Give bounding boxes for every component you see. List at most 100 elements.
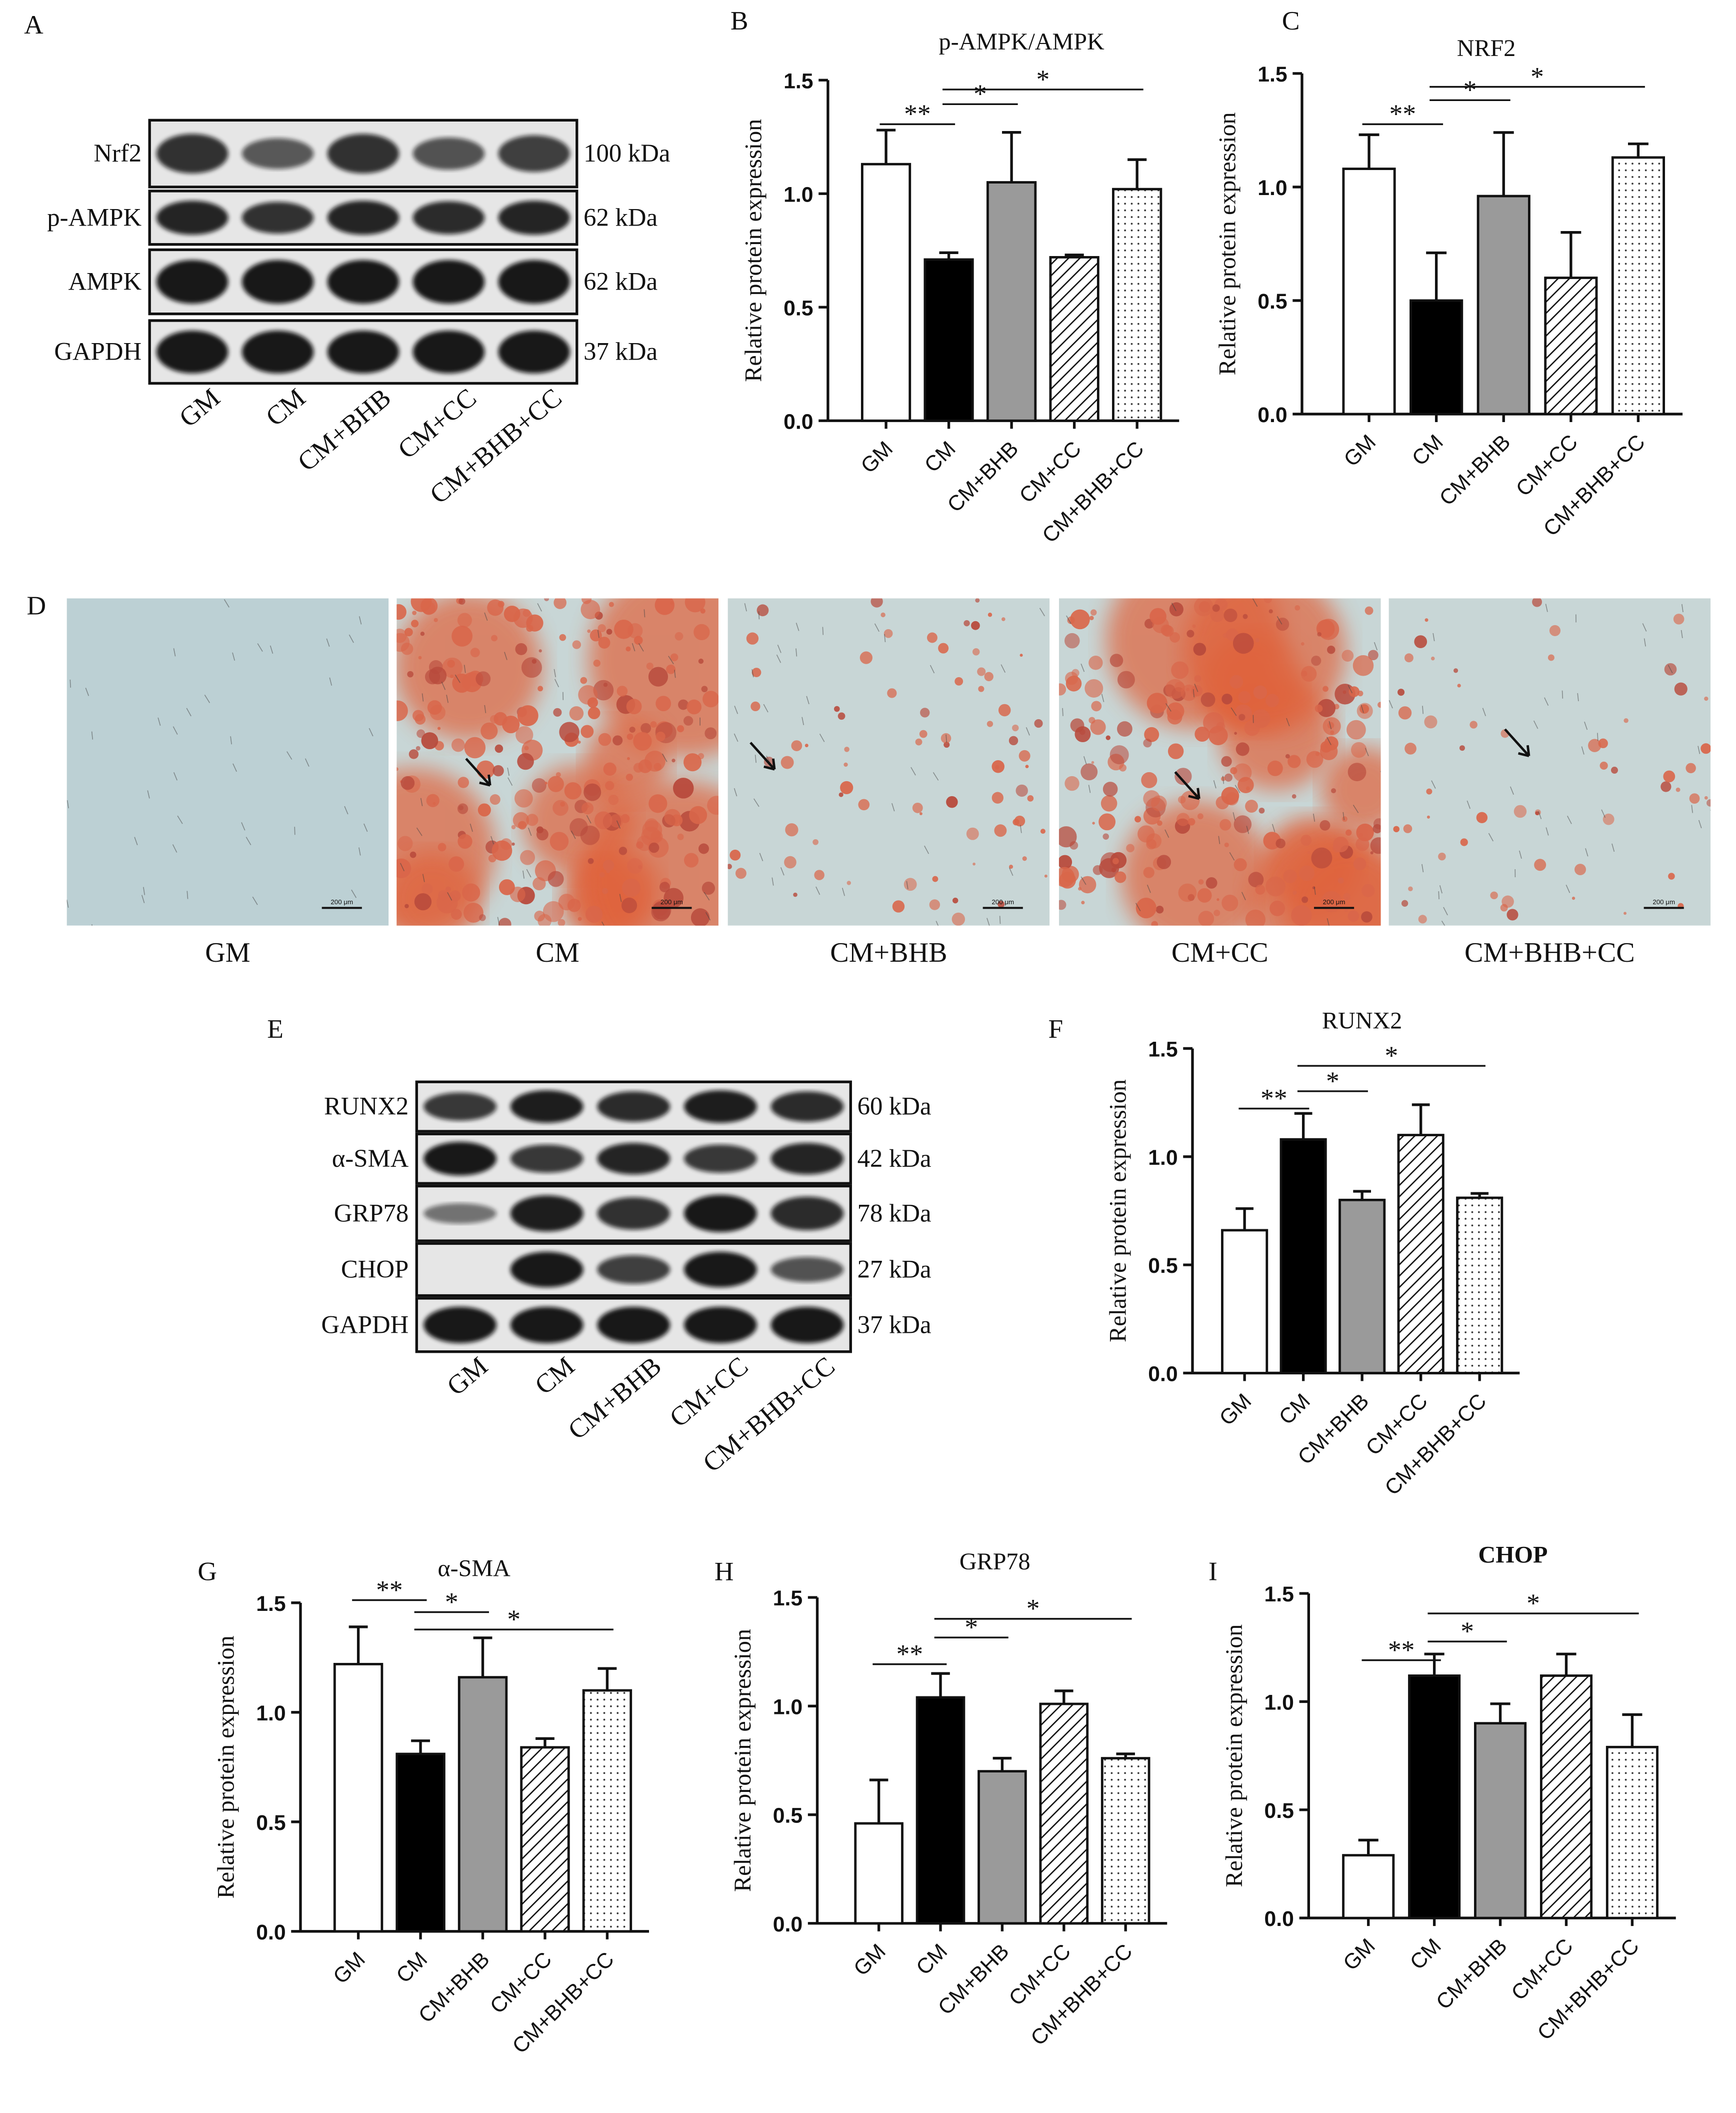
bar [1342, 168, 1396, 416]
stain-spot [416, 746, 420, 751]
bar [1280, 1138, 1327, 1374]
stain-spot [1070, 841, 1078, 850]
stain-spot [1084, 679, 1104, 698]
fiber [1230, 707, 1237, 716]
stain-spot [840, 781, 854, 795]
stain-spot [1222, 894, 1238, 912]
significance-label: * [1460, 1616, 1474, 1646]
bar [1540, 1674, 1593, 1919]
stain-spot [445, 886, 452, 892]
stain-spot [1426, 788, 1432, 795]
fiber [570, 830, 576, 839]
panel-letter: H [714, 1556, 734, 1586]
fiber [1312, 813, 1316, 822]
stain-spot [1301, 671, 1308, 677]
stain-spot [536, 826, 544, 834]
blot-band [684, 1144, 757, 1173]
stain-spot [698, 658, 704, 664]
blot-band [684, 1306, 757, 1343]
blot-band [327, 331, 400, 374]
blot-band [498, 201, 570, 235]
stain-spot [1246, 786, 1250, 791]
stain-spot [404, 904, 409, 909]
stain-spot [1238, 714, 1246, 721]
stain-spot [1624, 718, 1628, 723]
stain-spot [686, 699, 702, 715]
stain-spot [1378, 702, 1381, 708]
y-tick-label: 1.5 [1148, 1038, 1178, 1062]
stain-spot [1206, 877, 1218, 889]
stain-spot [1025, 765, 1029, 768]
fiber [134, 837, 138, 845]
stain-spot [588, 858, 594, 864]
stain-patch [1321, 747, 1381, 833]
stain-spot [683, 716, 694, 726]
fiber [1348, 685, 1353, 694]
stain-spot [478, 803, 491, 817]
y-tick-label: 0.5 [773, 1804, 802, 1828]
stain-spot [648, 842, 660, 853]
stain-spot [1221, 756, 1232, 767]
stain-spot [400, 776, 415, 790]
blot-band [510, 1306, 584, 1343]
stain-spot [1276, 617, 1290, 631]
x-tick-label: CM [1274, 1389, 1315, 1429]
stain-spot [1078, 887, 1082, 891]
fiber [1562, 690, 1564, 699]
stain-spot [1220, 819, 1232, 831]
stain-spot [633, 732, 652, 751]
significance-label: * [1530, 62, 1544, 92]
stain-spot [526, 814, 538, 826]
stain-spot [504, 606, 520, 622]
fiber [422, 874, 425, 882]
blot-band [770, 1306, 844, 1343]
blot-band [327, 201, 400, 235]
blot-row-label: GRP78 [334, 1199, 408, 1227]
fiber [1164, 829, 1170, 838]
stain-spot [622, 878, 640, 897]
stain-spot [1192, 624, 1196, 628]
fiber [1286, 718, 1290, 727]
stain-spot [1327, 646, 1336, 654]
bar [1039, 1702, 1089, 1925]
stain-spot [463, 903, 484, 923]
blot-band [424, 1306, 497, 1343]
fiber [1234, 785, 1240, 794]
stain-spot [870, 598, 883, 608]
scale-bar [1644, 907, 1684, 909]
fiber [470, 823, 473, 832]
stain-spot [412, 611, 417, 615]
fiber [1612, 843, 1615, 852]
panel-letter: C [1282, 6, 1300, 36]
scale-bar-label: 200 μm [330, 898, 353, 906]
stain-spot [654, 763, 662, 771]
stain-spot [1044, 874, 1048, 878]
stain-spot [1034, 719, 1043, 728]
micrograph-label: CM+BHB+CC [1464, 937, 1635, 968]
stain-spot [558, 919, 566, 926]
stain-spot [858, 799, 870, 811]
chart-title: p-AMPK/AMPK [939, 29, 1104, 55]
stain-spot [1424, 715, 1438, 729]
stain-spot [408, 749, 419, 759]
stain-spot [952, 897, 958, 904]
stain-spot [964, 620, 970, 627]
fiber [1438, 891, 1440, 900]
stain-spot [1268, 609, 1273, 614]
stain-spot [988, 613, 992, 617]
fiber [910, 767, 916, 776]
fiber [1328, 721, 1332, 730]
stain-spot [1302, 896, 1308, 903]
blot-band [412, 260, 485, 304]
stain-spot [919, 812, 922, 815]
stain-spot [1169, 602, 1184, 617]
fiber [1698, 746, 1700, 754]
stain-spot [548, 871, 564, 887]
stain-spot [1532, 598, 1542, 607]
stain-spot [1143, 739, 1152, 748]
stain-spot [582, 598, 592, 604]
y-tick-label: 1.0 [784, 183, 813, 207]
stain-spot [656, 696, 672, 712]
fiber [1388, 700, 1393, 709]
stain-spot [702, 881, 716, 895]
